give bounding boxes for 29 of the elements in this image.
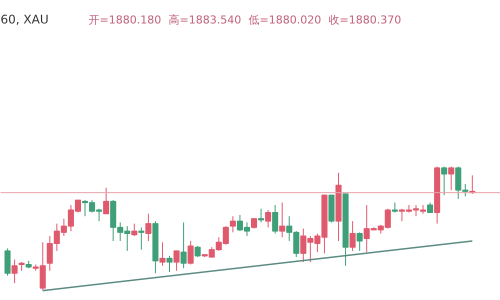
text: 收=1880.370 [328,14,402,26]
text: 开=1880.180 [88,14,162,26]
candlestick [103,187,110,214]
candlestick [279,202,286,238]
chart-title: 60, XAU [0,12,49,26]
text: 低=1880.020 [248,14,322,26]
candlestick [250,218,258,230]
text: 高=1883.540 [168,14,242,26]
candlestick [188,240,194,266]
candlestick [265,210,272,228]
candlestick [392,202,398,213]
candlestick [356,232,363,252]
candlestick [350,220,356,252]
candlestick [194,245,201,258]
candlestick [174,250,180,272]
candlestick [180,222,187,269]
candlestick [272,204,278,234]
candlestick [166,255,173,272]
candlestick [230,216,236,233]
candlestick [12,259,18,284]
candlestick [145,213,152,242]
candlestick [138,226,144,250]
candlestick [131,223,138,237]
candlestick [441,166,448,196]
candlestick [427,202,434,213]
candlestick [258,208,264,223]
candlestick [448,166,454,191]
candlestick [159,242,166,266]
candlestick [4,248,11,276]
